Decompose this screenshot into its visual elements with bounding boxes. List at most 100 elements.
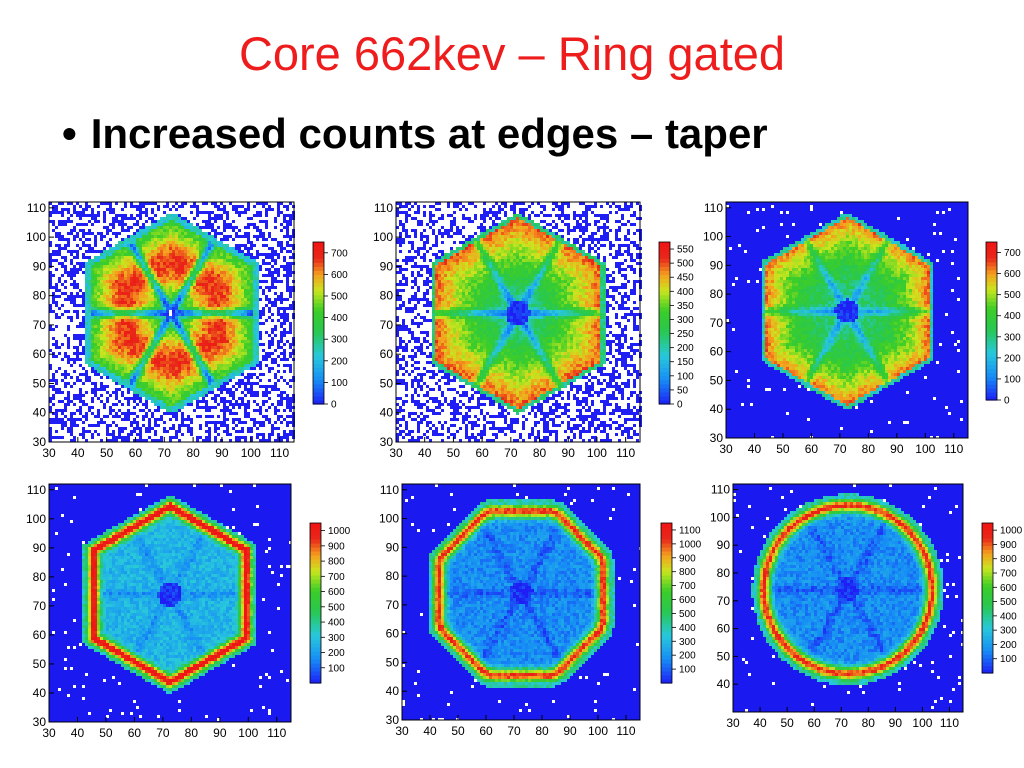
heatmap-cell [262,322,265,325]
heatmap-cell [127,217,130,220]
heatmap-cell [220,328,223,331]
heatmap-cell [232,343,235,346]
heatmap-cell [79,355,82,358]
heatmap-cell [280,250,283,253]
heatmap-cell [157,286,160,289]
heatmap-cell [127,265,130,268]
heatmap-cell [286,229,289,232]
heatmap-cell [166,241,169,244]
heatmap-cell [130,286,133,289]
heatmap-cell [127,379,130,382]
heatmap-cell [103,262,106,265]
heatmap-cell [73,241,76,244]
heatmap-cell [190,214,193,217]
heatmap-cell [148,220,151,223]
heatmap-cells [49,202,295,442]
heatmap-cell [70,355,73,358]
heatmap-cell [55,229,58,232]
heatmap-cell [187,283,190,286]
heatmap-cell [97,289,100,292]
heatmap-cell [160,358,163,361]
heatmap-cell [85,304,88,307]
heatmap-cell [115,283,118,286]
heatmap-cell [229,304,232,307]
heatmap-cell [121,271,124,274]
heatmap-cell [55,334,58,337]
heatmap-cell [202,229,205,232]
heatmap-cell [265,208,268,211]
heatmap-cell [109,298,112,301]
heatmap-cell [97,241,100,244]
heatmap-cell [76,208,79,211]
heatmap-cell [88,244,91,247]
heatmap-cell [226,331,229,334]
heatmap-cell [148,211,151,214]
heatmap-cell [94,295,97,298]
heatmap-cell [262,298,265,301]
heatmap-cell [64,241,67,244]
heatmap-cell [163,373,166,376]
heatmap-cell [289,292,292,295]
heatmap-cell [52,346,55,349]
heatmap-cell [265,244,268,247]
heatmap-cell [205,265,208,268]
heatmap-cell [64,313,67,316]
heatmap-cell [160,247,163,250]
heatmap-cell [121,259,124,262]
heatmap-cell [148,334,151,337]
heatmap-cell [85,214,88,217]
heatmap-cell [145,361,148,364]
heatmap-cell [148,352,151,355]
heatmap-cell [85,355,88,358]
heatmap-cell [271,256,274,259]
heatmap-cell [79,349,82,352]
heatmap-cell [94,382,97,385]
heatmap-cell [94,274,97,277]
heatmap-cell [139,370,142,373]
heatmap-cell [262,328,265,331]
heatmap-cell [172,298,175,301]
heatmap-cell [202,343,205,346]
heatmap-cell [139,340,142,343]
heatmap-cell [277,304,280,307]
heatmap-cell [283,295,286,298]
heatmap-cell [238,373,241,376]
heatmap-cell [109,322,112,325]
heatmap-cell [238,337,241,340]
heatmap-cell [103,271,106,274]
heatmap-cell [64,205,67,208]
heatmap-cell [223,334,226,337]
heatmap-cell [91,352,94,355]
heatmap-cell [223,376,226,379]
heatmap-cell [223,247,226,250]
heatmap-cell [241,334,244,337]
heatmap-cell [202,346,205,349]
heatmap-cell [256,376,259,379]
heatmap-cell [94,241,97,244]
heatmap-cell [151,211,154,214]
heatmap-cell [214,310,217,313]
heatmap-cell [265,256,268,259]
heatmap-cell [139,337,142,340]
heatmap-cell [100,289,103,292]
heatmap-cell [145,205,148,208]
heatmap-cell [178,310,181,313]
heatmap-cell [172,349,175,352]
heatmap-cell [184,286,187,289]
heatmap-cell [112,376,115,379]
heatmap-cell [220,274,223,277]
heatmap-cell [163,376,166,379]
heatmap-cell [265,286,268,289]
heatmap-cell [52,298,55,301]
heatmap-cell [91,235,94,238]
heatmap-cell [184,274,187,277]
heatmap-cell [136,208,139,211]
heatmap-cell [271,280,274,283]
heatmap-cell [55,298,58,301]
heatmap-cell [205,244,208,247]
heatmap-cell [97,223,100,226]
heatmap-cell [196,340,199,343]
heatmap-cell [223,235,226,238]
heatmap-cell [274,250,277,253]
heatmap-cell [85,373,88,376]
